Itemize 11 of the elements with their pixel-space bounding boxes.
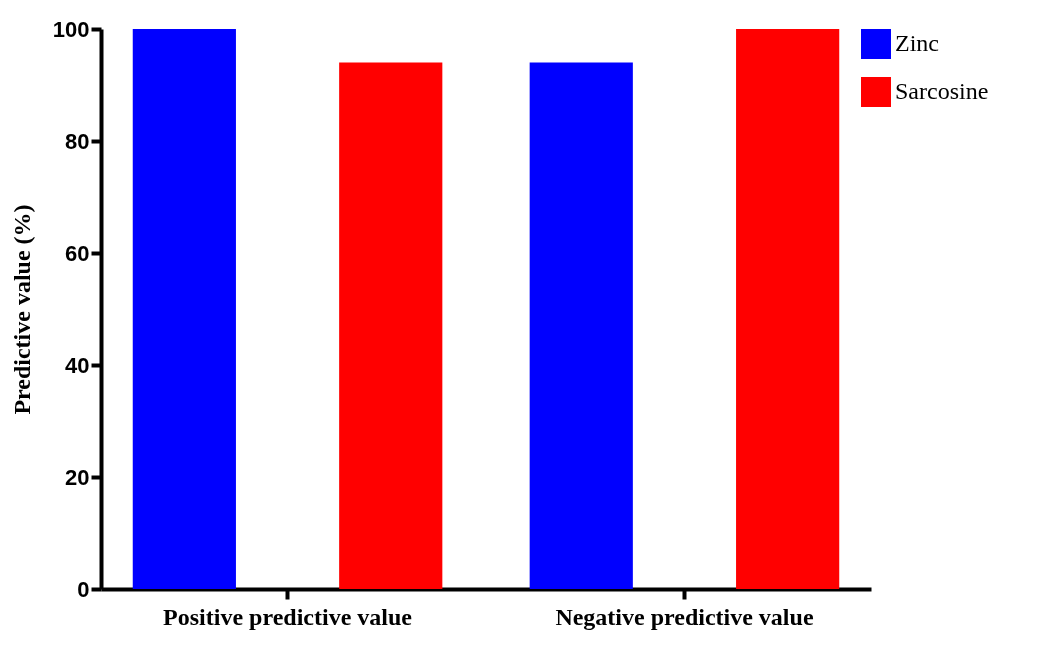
y-tick-label: 80 (65, 128, 90, 154)
y-tick-label: 40 (65, 352, 90, 378)
y-tick-label: 20 (65, 464, 90, 490)
y-axis-title: Predictive value (%) (8, 204, 35, 415)
y-tick-label: 60 (65, 240, 90, 266)
x-tick-label: Negative predictive value (555, 603, 814, 630)
legend-label: Zinc (895, 30, 939, 56)
y-tick-label: 100 (52, 16, 90, 42)
legend-label: Sarcosine (895, 78, 989, 104)
y-tick-label: 0 (77, 576, 90, 602)
x-tick-label: Positive predictive value (163, 603, 413, 630)
